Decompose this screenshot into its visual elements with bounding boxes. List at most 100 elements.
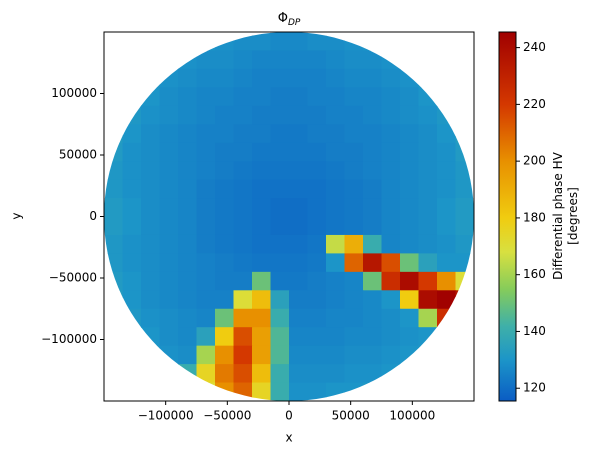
heatmap-cell [307,32,327,51]
title-main: Φ [278,11,288,26]
heatmap-cell [196,87,216,107]
heatmap-cell [252,253,271,273]
heatmap-cell [252,234,271,254]
heatmap-cell [400,124,419,144]
heatmap-cell [252,124,271,144]
heatmap-cell [307,327,327,347]
heatmap-cell [159,124,179,144]
heatmap-cell [252,327,271,347]
chart-title: ΦDP [278,11,301,28]
heatmap-cell [326,382,345,401]
heatmap-cell [122,216,142,236]
heatmap-cell [233,198,253,217]
heatmap-cell [215,253,234,273]
y-tick-label: −50000 [49,271,97,285]
heatmap-cell [122,198,142,217]
heatmap-cell [233,179,253,199]
heatmap-cell [252,271,271,291]
heatmap-cell [196,142,216,162]
heatmap-cell [289,105,308,125]
heatmap-cell [381,124,401,144]
heatmap-cell [141,271,160,291]
heatmap-cell [233,345,253,365]
heatmap-cell [344,234,364,254]
heatmap-cell [122,87,142,107]
heatmap-cell [141,234,160,254]
y-tick-label: 0 [89,209,97,223]
heatmap-cell [326,105,345,125]
heatmap-cell [159,290,179,310]
x-tick-label: 100000 [389,409,435,423]
heatmap-cell [215,124,234,144]
heatmap-cell [400,142,419,162]
heatmap-cell [381,198,401,217]
heatmap-cell [196,32,216,51]
heatmap-cell [178,105,197,125]
heatmap-cell [381,87,401,107]
heatmap-cell [122,179,142,199]
heatmap-cell [215,382,234,401]
heatmap-cell [455,271,474,291]
heatmap-cell [418,124,438,144]
heatmap-cell [307,271,327,291]
heatmap-cell [196,345,216,365]
heatmap-cell [289,161,308,181]
heatmap-cell [437,179,456,199]
heatmap-cell [363,198,382,217]
heatmap-cell [289,87,308,107]
heatmap-cell [455,290,474,310]
colorbar-tick-label: 240 [523,40,546,54]
heatmap-cell [437,290,456,310]
heatmap-cell [122,327,142,347]
heatmap-cell [159,308,179,328]
heatmap-cell [437,198,456,217]
heatmap-cell [326,308,345,328]
heatmap-cell [418,290,438,310]
heatmap-cell [344,290,364,310]
heatmap-cell [233,382,253,401]
heatmap-cell [159,179,179,199]
heatmap-cell [141,216,160,236]
heatmap-cell [455,179,474,199]
heatmap-cell [215,271,234,291]
heatmap-cell [252,308,271,328]
heatmap-cell [196,253,216,273]
heatmap-cell [326,271,345,291]
heatmap-cell [233,142,253,162]
heatmap-cell [363,345,382,365]
heatmap-cell [344,161,364,181]
heatmap-cell [178,179,197,199]
heatmap-cell [252,290,271,310]
heatmap-cell [196,234,216,254]
heatmap-cell [122,105,142,125]
heatmap-cell [307,87,327,107]
y-tick-label: −100000 [41,332,97,346]
heatmap-cell [122,290,142,310]
heatmap-cell [178,364,197,384]
heatmap-cell [363,68,382,88]
heatmap-cell [233,124,253,144]
heatmap-cell [233,234,253,254]
heatmap-cell [381,179,401,199]
heatmap-cell [363,87,382,107]
heatmap-cell [215,179,234,199]
heatmap-cell [252,179,271,199]
heatmap-cell [270,234,290,254]
heatmap-cell [233,50,253,70]
heatmap-cell [104,124,123,144]
heatmap-cell [381,271,401,291]
colorbar-tick-label: 200 [523,154,546,168]
heatmap-cell [455,161,474,181]
heatmap-cell [363,382,382,401]
heatmap-cell [178,198,197,217]
heatmap-cell [363,327,382,347]
heatmap-cell [233,68,253,88]
heatmap-cell [178,253,197,273]
heatmap-cell [270,179,290,199]
heatmap-cell [307,105,327,125]
heatmap-cell [344,87,364,107]
heatmap-cell [344,308,364,328]
heatmap-cell [437,308,456,328]
heatmap-cell [307,290,327,310]
heatmap-cell [252,216,271,236]
